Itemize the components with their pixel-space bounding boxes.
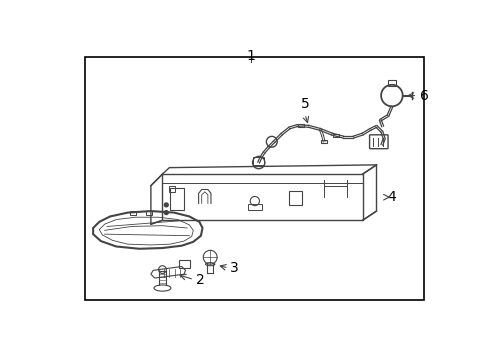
Text: 6: 6 <box>419 89 427 103</box>
Text: 4: 4 <box>386 190 395 204</box>
Circle shape <box>164 203 168 207</box>
Bar <box>85 57 424 300</box>
Text: 1: 1 <box>246 49 255 63</box>
Bar <box>247 204 261 210</box>
Bar <box>168 186 174 192</box>
Bar <box>253 157 264 165</box>
Bar <box>170 188 183 210</box>
Bar <box>130 211 136 215</box>
Bar <box>162 174 362 220</box>
Bar <box>179 260 190 268</box>
Circle shape <box>164 211 168 215</box>
Bar <box>145 211 151 215</box>
Bar <box>289 191 301 205</box>
Text: 3: 3 <box>230 261 239 275</box>
Bar <box>297 124 304 127</box>
Text: 2: 2 <box>195 273 204 287</box>
Bar <box>321 140 326 143</box>
Bar <box>387 80 395 86</box>
Text: 5: 5 <box>300 97 308 111</box>
Bar <box>332 134 338 138</box>
